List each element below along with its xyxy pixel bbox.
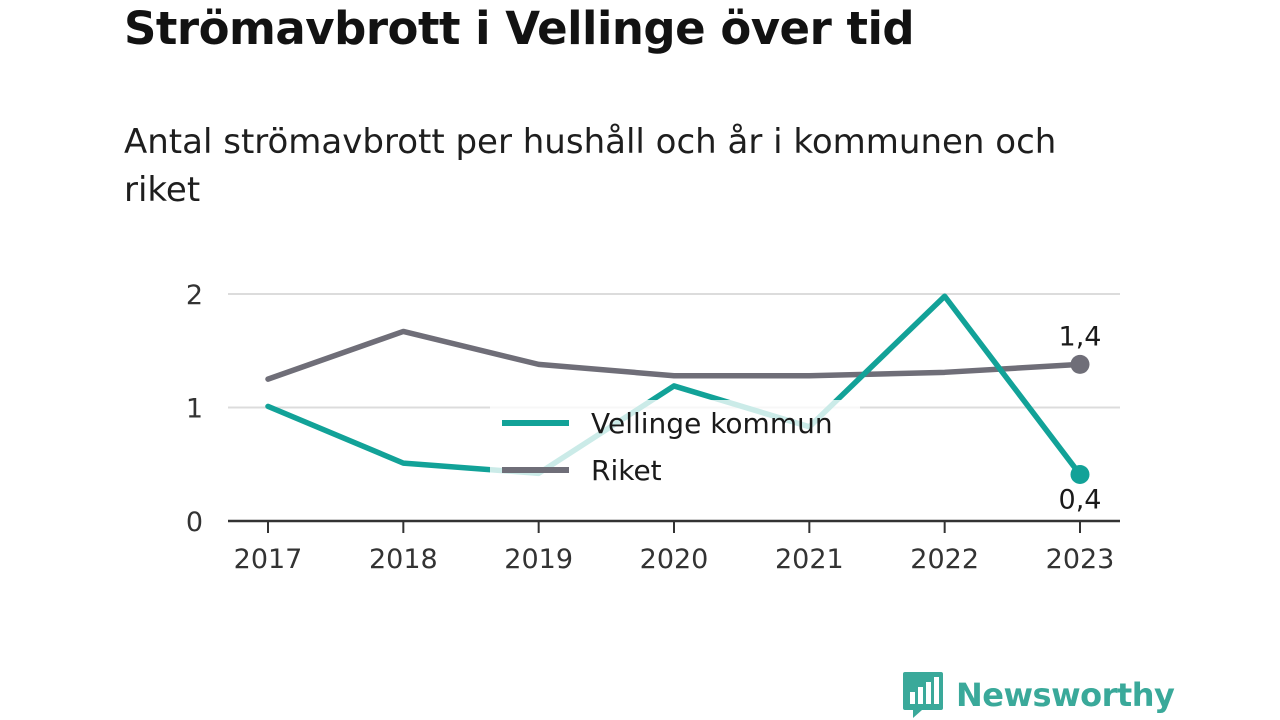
chart-title: Strömavbrott i Vellinge över tid <box>124 2 915 55</box>
y-tick-label: 1 <box>186 394 203 425</box>
data-label: 0,4 <box>1059 484 1102 515</box>
y-tick-label: 2 <box>186 280 203 311</box>
series-line <box>265 293 1083 478</box>
newsworthy-logo: Newsworthy <box>902 670 1175 720</box>
bar-chart-speech-bubble-icon <box>903 672 943 718</box>
end-labels: 0,4 1,4 <box>1059 321 1102 515</box>
series-layer <box>265 293 1090 484</box>
legend-label: Riket <box>591 454 662 487</box>
x-tick-label: 2020 <box>640 544 709 575</box>
x-tick-label: 2018 <box>369 544 438 575</box>
x-tick-label: 2021 <box>775 544 844 575</box>
series-line <box>265 328 1083 382</box>
x-tick-label: 2017 <box>234 544 303 575</box>
legend: Vellinge kommun Riket <box>490 400 860 500</box>
chart-subtitle: Antal strömavbrott per hushåll och år i … <box>124 122 1057 210</box>
y-tick-label: 0 <box>186 507 203 538</box>
series-end-point <box>1070 464 1090 484</box>
y-axis: 0 1 2 <box>186 280 203 538</box>
legend-label: Vellinge kommun <box>591 407 833 440</box>
series-end-point <box>1070 354 1090 374</box>
x-tick-label: 2023 <box>1046 544 1115 575</box>
x-tick-label: 2019 <box>504 544 573 575</box>
legend-background <box>490 400 860 500</box>
x-tick-label: 2022 <box>910 544 979 575</box>
x-axis: 2017 2018 2019 2020 2021 2022 2023 <box>228 519 1120 575</box>
data-label: 1,4 <box>1059 321 1102 352</box>
brand-name: Newsworthy <box>956 676 1175 714</box>
